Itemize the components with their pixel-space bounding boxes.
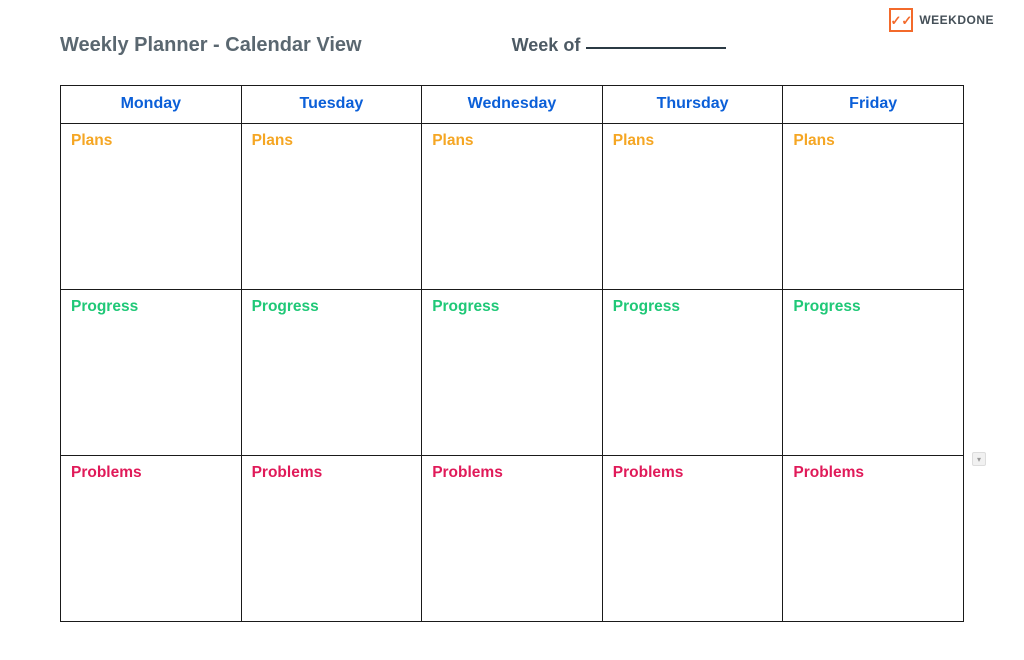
cell-plans-thursday[interactable]: Plans	[602, 124, 783, 290]
week-of-field[interactable]: Week of	[512, 35, 727, 56]
weekdone-check-icon: ✓✓	[889, 8, 913, 32]
day-header-monday: Monday	[61, 86, 242, 124]
cell-progress-friday[interactable]: Progress	[783, 290, 964, 456]
row-problems: Problems Problems Problems Problems Prob…	[61, 456, 964, 622]
day-header-row: Monday Tuesday Wednesday Thursday Friday	[61, 86, 964, 124]
cell-plans-friday[interactable]: Plans	[783, 124, 964, 290]
day-header-thursday: Thursday	[602, 86, 783, 124]
cell-problems-monday[interactable]: Problems	[61, 456, 242, 622]
row-progress: Progress Progress Progress Progress Prog…	[61, 290, 964, 456]
day-header-tuesday: Tuesday	[241, 86, 422, 124]
cell-problems-thursday[interactable]: Problems	[602, 456, 783, 622]
cell-plans-monday[interactable]: Plans	[61, 124, 242, 290]
day-header-wednesday: Wednesday	[422, 86, 603, 124]
cell-problems-tuesday[interactable]: Problems	[241, 456, 422, 622]
brand-name: WEEKDONE	[919, 13, 994, 27]
cell-progress-monday[interactable]: Progress	[61, 290, 242, 456]
cell-progress-wednesday[interactable]: Progress	[422, 290, 603, 456]
planner-table: Monday Tuesday Wednesday Thursday Friday…	[60, 85, 964, 622]
cell-plans-tuesday[interactable]: Plans	[241, 124, 422, 290]
week-of-label: Week of	[512, 35, 581, 56]
cell-problems-friday[interactable]: Problems	[783, 456, 964, 622]
page-title: Weekly Planner - Calendar View	[60, 34, 362, 57]
week-of-blank-line[interactable]	[586, 47, 726, 49]
cell-progress-tuesday[interactable]: Progress	[241, 290, 422, 456]
cell-problems-wednesday[interactable]: Problems	[422, 456, 603, 622]
cell-plans-wednesday[interactable]: Plans	[422, 124, 603, 290]
row-plans: Plans Plans Plans Plans Plans	[61, 124, 964, 290]
chevron-down-icon[interactable]: ▾	[972, 452, 986, 466]
day-header-friday: Friday	[783, 86, 964, 124]
brand-logo: ✓✓ WEEKDONE	[889, 8, 994, 32]
header-row: Weekly Planner - Calendar View Week of	[60, 34, 964, 57]
cell-progress-thursday[interactable]: Progress	[602, 290, 783, 456]
